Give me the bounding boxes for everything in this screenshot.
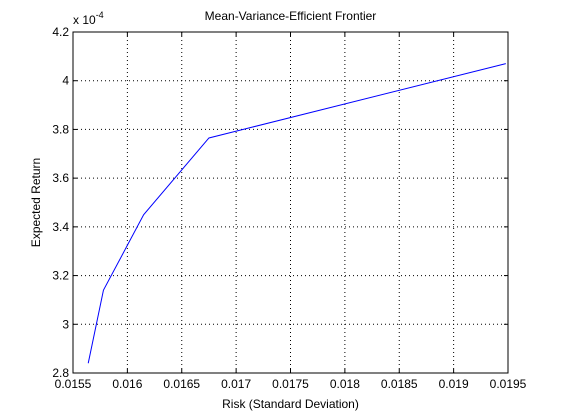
y-multiplier-base: x 10 <box>73 13 96 27</box>
y-tick-label: 4 <box>62 74 69 88</box>
frontier-series-line <box>87 63 506 364</box>
x-tick-label: 0.018 <box>330 377 360 391</box>
grid <box>73 32 508 373</box>
y-multiplier-exponent: -4 <box>96 10 104 20</box>
y-axis-label: Expected Return <box>29 158 43 247</box>
y-tick-label: 3.2 <box>52 269 69 283</box>
x-tick-label: 0.0165 <box>163 377 200 391</box>
y-tick-label: 3 <box>62 317 69 331</box>
y-tick-label: 3.6 <box>52 171 69 185</box>
x-tick-label: 0.0185 <box>381 377 418 391</box>
chart-title: Mean-Variance-Efficient Frontier <box>205 9 377 23</box>
x-tick-label: 0.0155 <box>55 377 92 391</box>
x-axis-label: Risk (Standard Deviation) <box>222 397 359 411</box>
y-tick-label: 2.8 <box>52 366 69 380</box>
x-tick-label: 0.017 <box>221 377 251 391</box>
plot-area-frame <box>72 31 509 374</box>
y-axis-multiplier: x 10-4 <box>73 10 104 27</box>
x-tick-label: 0.019 <box>439 377 469 391</box>
x-tick-label: 0.0195 <box>490 377 527 391</box>
y-tick-label: 4.2 <box>52 25 69 39</box>
x-tick-label: 0.0175 <box>272 377 309 391</box>
y-tick-label: 3.8 <box>52 122 69 136</box>
y-tick-label: 3.4 <box>52 220 69 234</box>
x-tick-label: 0.016 <box>112 377 142 391</box>
axis-ticks: 0.0155 0.016 0.0165 0.017 0.0175 0.018 0.0185 0… <box>52 25 526 391</box>
